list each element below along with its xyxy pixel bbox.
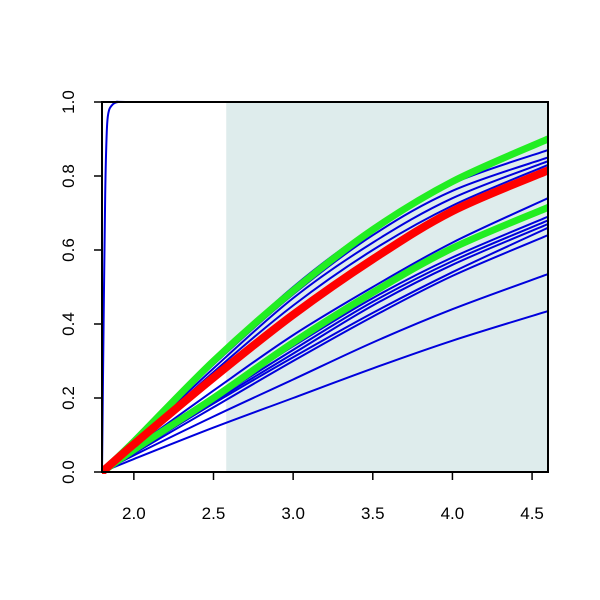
series-line-14: [102, 273, 548, 473]
series-line-17: [102, 203, 548, 474]
series-line-18: [102, 166, 548, 474]
y-tick-label: 1.0: [59, 90, 78, 114]
axes-layer: 2.0 2.5 3.0 3.5 4.0 4.5 0.0 0.2 0.4 0.6 0.8 1.0: [59, 90, 549, 523]
x-tick-label: 4.0: [441, 504, 465, 523]
x-tick-label: 3.0: [281, 504, 305, 523]
x-tick-label: 3.5: [361, 504, 385, 523]
series-line-15: [102, 310, 548, 473]
plot-frame: [101, 101, 549, 473]
y-tick-label: 0.8: [59, 164, 78, 188]
y-tick-label: 0.4: [59, 312, 78, 336]
y-tick-label: 0.0: [59, 460, 78, 484]
series-layer: [102, 100, 548, 474]
x-tick-label: 4.5: [520, 504, 544, 523]
x-tick-label: 2.0: [122, 504, 146, 523]
y-tick-label: 0.2: [59, 386, 78, 410]
y-tick-label: 0.6: [59, 238, 78, 262]
x-tick-label: 2.5: [202, 504, 226, 523]
